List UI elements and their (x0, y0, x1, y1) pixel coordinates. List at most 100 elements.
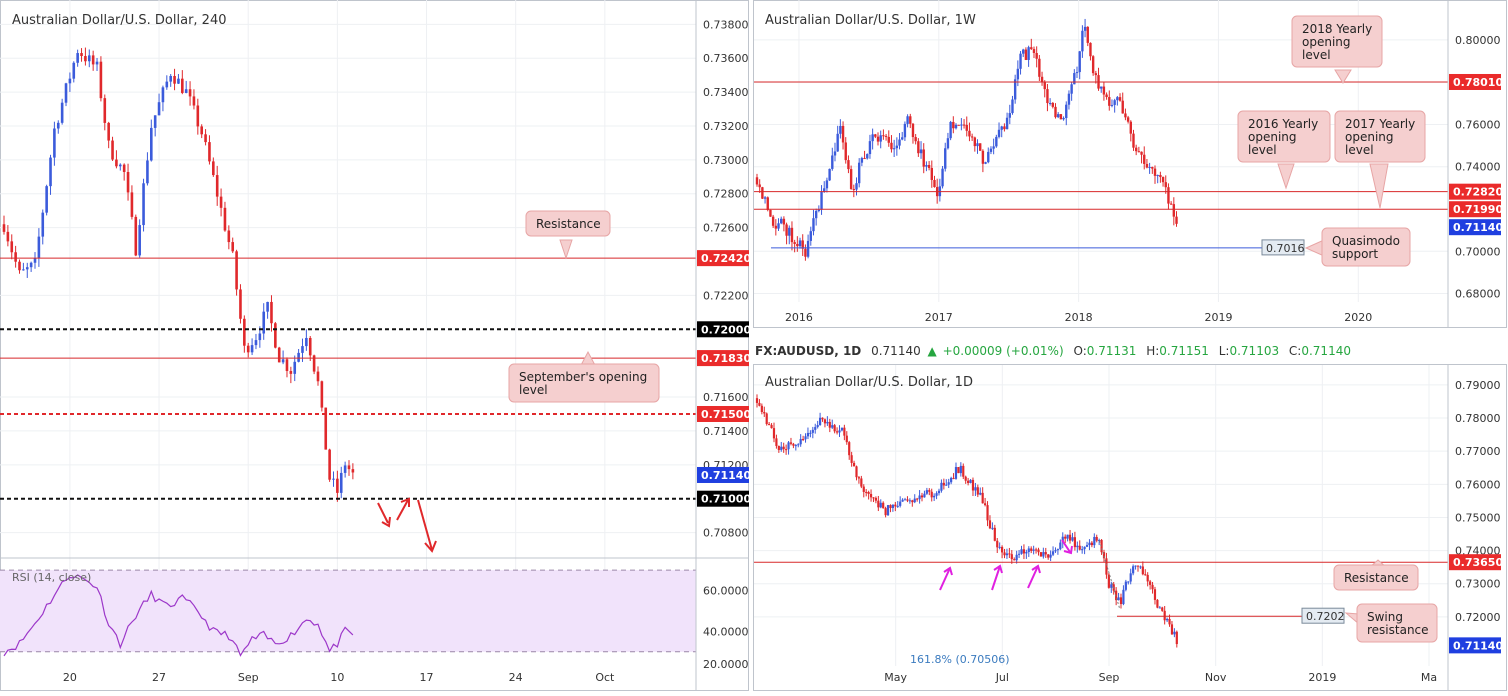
candle (246, 345, 250, 353)
candle (954, 467, 958, 479)
candle (1151, 166, 1154, 169)
candle (992, 146, 995, 149)
candle (1008, 113, 1011, 118)
w1-chart-title: Australian Dollar/U.S. Dollar, 1W (765, 13, 976, 28)
price-tag (697, 405, 749, 422)
price-tick-label: 0.76000 (1455, 118, 1501, 131)
x-tick-label: 24 (509, 671, 523, 684)
candle (959, 465, 962, 474)
candle (1019, 53, 1022, 69)
candle (10, 241, 14, 253)
candle (1078, 545, 1081, 550)
d1-chart-title: Australian Dollar/U.S. Dollar, 1D (765, 375, 973, 390)
swing-resistance-callout-text: Swing (1367, 610, 1403, 624)
candle (1164, 182, 1167, 188)
rsi-chart[interactable]: 60.0000 40.0000 20.0000 (0, 569, 749, 671)
x-tick-label: May (884, 671, 907, 684)
candle (976, 143, 979, 147)
candle (925, 164, 928, 167)
candle (944, 148, 947, 169)
x-tick-label: 2019 (1308, 671, 1336, 684)
candle (1003, 552, 1006, 556)
candle (1140, 151, 1143, 155)
price-tag-label: 0.78010 (1453, 76, 1503, 89)
candle (769, 209, 772, 217)
x-tick-label: Jul (995, 671, 1009, 684)
yearly-2018-callout-text: 2018 Yearly (1302, 22, 1372, 36)
candle (1015, 554, 1018, 561)
resistance-callout[interactable]: Resistance (525, 210, 611, 260)
candle (29, 262, 33, 268)
candle (1161, 607, 1164, 611)
candle (962, 124, 966, 126)
rsi-tick-label: 60.0000 (703, 585, 749, 598)
candle (797, 444, 800, 446)
candle (1073, 537, 1076, 548)
candle (130, 192, 134, 217)
price-tag (697, 490, 749, 507)
candle (277, 347, 281, 363)
swing-resistance-callout-box (1356, 603, 1438, 643)
candle (855, 183, 858, 190)
price-tag (697, 321, 749, 338)
candle (1159, 175, 1162, 178)
candle (1134, 565, 1137, 567)
x-tick-label: Nov (1205, 671, 1227, 684)
change-value: +0.00009 (+0.01%) (943, 344, 1064, 358)
candle (60, 102, 64, 123)
h4-chart[interactable]: 0.73800 0.73600 0.73400 0.73200 0.73000 0.728… (0, 0, 751, 684)
candle (848, 442, 851, 456)
candle (1156, 599, 1159, 608)
candle (987, 151, 990, 163)
candle (916, 498, 919, 500)
candle (192, 96, 196, 106)
candle (219, 196, 223, 208)
high-value: 0.71151 (1159, 344, 1209, 358)
candle (996, 540, 999, 548)
candle (979, 143, 982, 151)
yearly-2016-callout-text: 2016 Yearly (1248, 117, 1318, 131)
candle (761, 187, 764, 199)
candle (862, 486, 865, 492)
h4-chart-title: Australian Dollar/U.S. Dollar, 240 (12, 13, 227, 28)
d1-chart[interactable]: 0.7202 161.8% (0.70506) 0.79000 0.78000 0.77… (754, 365, 1503, 684)
price-tick-label: 0.73200 (703, 120, 749, 133)
d1-resistance-callout[interactable]: Resistance (1333, 559, 1419, 591)
price-tick-label: 0.73400 (703, 86, 749, 99)
candle (181, 78, 184, 93)
yearly-2016-callout-pointer (1277, 163, 1295, 190)
w1-chart[interactable]: 0.70160.800000.780000.760000.740000.7000… (754, 0, 1503, 324)
price-tag-label: 0.71500 (701, 408, 751, 421)
candle (852, 188, 856, 190)
candle (1166, 618, 1169, 621)
candle (37, 236, 41, 259)
price-tick-label: 0.72200 (703, 289, 749, 302)
candle (1144, 574, 1147, 576)
current-price-tag-label: 0.71140 (1453, 639, 1503, 652)
candle (903, 499, 907, 501)
candle (76, 53, 79, 63)
candle (857, 162, 861, 184)
candle (1145, 163, 1149, 168)
quasimodo-callout-text: support (1332, 247, 1378, 261)
price-tag-label: 0.71990 (1453, 203, 1503, 216)
candle (847, 160, 850, 170)
candle (914, 137, 917, 142)
candle (984, 162, 987, 164)
candle (1010, 554, 1013, 560)
x-tick-label: 27 (152, 671, 166, 684)
candle (1086, 26, 1089, 43)
candle (53, 128, 56, 158)
candle (933, 495, 936, 498)
candle (177, 78, 180, 84)
candle (161, 87, 165, 103)
candle (1113, 100, 1116, 105)
price-tag-label: 0.72420 (701, 252, 751, 265)
candle (852, 462, 856, 467)
